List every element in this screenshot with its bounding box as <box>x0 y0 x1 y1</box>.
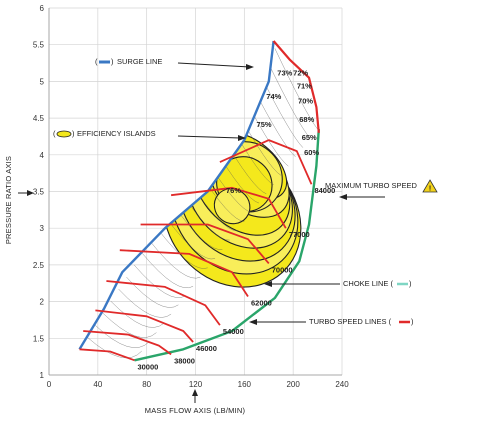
flow-contour <box>87 337 142 359</box>
axis-arrows <box>18 190 198 403</box>
efficiency-island-76 <box>213 188 251 225</box>
speed-line-38000 <box>83 330 172 356</box>
flow-contour <box>274 48 318 130</box>
flow-contour <box>118 288 172 318</box>
flow-contour <box>134 264 186 298</box>
x-axis-title: MASS FLOW AXIS (LB/MIN) <box>145 406 246 415</box>
efficiency-label-70: 70% <box>298 96 313 105</box>
y-tick-label: 3.5 <box>33 188 45 197</box>
x-tick-label: 160 <box>238 380 252 389</box>
efficiency-label-73: 73% <box>277 69 292 78</box>
flow-contour <box>102 313 157 338</box>
efficiency-label-65: 65% <box>302 133 317 142</box>
flow-contour <box>110 301 164 328</box>
y-tick-label: 4.5 <box>33 114 45 123</box>
x-tick-label: 80 <box>142 380 151 389</box>
eff-paren-open: ( <box>53 129 56 138</box>
speed-label-54000: 54000 <box>223 327 244 336</box>
y-tick-label: 2.5 <box>33 261 45 270</box>
speed-line-84000 <box>219 139 313 185</box>
efficiency-label-68: 68% <box>299 115 314 124</box>
turbo-speed-lines-annotation: TURBO SPEED LINES ( ) <box>249 317 414 326</box>
choke-line <box>134 129 320 362</box>
y-tick-label: 1.5 <box>33 334 45 343</box>
surge-paren-open: ( <box>95 57 98 66</box>
y-tick-label: 1 <box>40 371 45 380</box>
x-tick-label: 0 <box>47 380 52 389</box>
surge-arrowhead <box>246 64 254 70</box>
choke-arrowhead <box>264 281 272 287</box>
speed-label-70000: 70000 <box>272 265 293 274</box>
eff-paren-close: ) <box>72 129 75 138</box>
max-turbo-speed-annotation: MAXIMUM TURBO SPEED ! <box>325 179 438 200</box>
flow-contour <box>141 252 194 289</box>
speed-line-62000 <box>119 249 249 297</box>
speed-line-30000 <box>79 348 135 362</box>
y-tick-label: 6 <box>40 4 45 13</box>
eff-arrowhead <box>238 135 246 141</box>
surge-line-label: SURGE LINE <box>117 57 162 66</box>
surge-arrow <box>177 62 251 68</box>
x-tick-label: 200 <box>286 380 300 389</box>
x-tick-label: 120 <box>189 380 203 389</box>
speed-label-46000: 46000 <box>196 344 217 353</box>
efficiency-label-72: 72% <box>293 69 308 78</box>
eff-legend-swatch <box>56 130 72 138</box>
flow-contour <box>126 276 179 308</box>
speed-label-77000: 77000 <box>289 230 310 239</box>
speed-paren-close: ) <box>411 317 414 326</box>
y-tick-label: 4 <box>40 151 45 160</box>
warning-icon: ! <box>422 179 438 193</box>
flow-contour <box>157 228 208 269</box>
speed-line-54000 <box>106 280 221 326</box>
efficiency-label-74: 74% <box>266 92 281 101</box>
map-boundaries <box>78 40 320 362</box>
y-axis-title: PRESSURE RATIO AXIS <box>4 156 13 244</box>
efficiency-islands <box>162 132 302 288</box>
speed-label-38000: 38000 <box>174 356 195 365</box>
turbo-speed-lines-label: TURBO SPEED LINES ( <box>309 317 392 326</box>
y-tick-label: 3 <box>40 224 45 233</box>
speed-line-46000 <box>95 309 194 343</box>
x-axis-arrowhead <box>192 389 198 396</box>
choke-paren-close: ) <box>409 279 412 288</box>
max-speed-line <box>272 40 320 133</box>
x-tick-label: 240 <box>335 380 349 389</box>
efficiency-label-75: 75% <box>257 120 272 129</box>
efficiency-islands-label: EFFICIENCY ISLANDS <box>77 129 156 138</box>
svg-text:!: ! <box>429 186 431 193</box>
y-tick-label: 2 <box>40 298 45 307</box>
flow-contour <box>94 325 150 348</box>
choke-line-annotation: CHOKE LINE ( ) <box>264 279 412 288</box>
turbo-speed-lines <box>79 139 313 362</box>
axes: 0 40 80 120 160 200 240 1 1.5 2 2.5 3 3.5 4 4.5 5 5.5 6 <box>33 4 349 389</box>
speed-label-62000: 62000 <box>251 298 272 307</box>
speed-line-77000 <box>170 186 287 229</box>
y-tick-label: 5.5 <box>33 41 45 50</box>
x-tick-label: 40 <box>93 380 102 389</box>
y-tick-label: 5 <box>40 77 45 86</box>
annotations: MASS FLOW AXIS (LB/MIN) PRESSURE RATIO A… <box>4 57 438 415</box>
flow-contour <box>266 60 311 139</box>
speed-label-84000: 84000 <box>314 186 335 195</box>
choke-line-label: CHOKE LINE ( <box>343 279 394 288</box>
efficiency-label-76: 76% <box>226 186 241 195</box>
flow-contour <box>149 240 201 279</box>
efficiency-label-71: 71% <box>297 82 312 91</box>
eff-arrow <box>177 135 241 139</box>
surge-line <box>78 40 275 350</box>
y-axis-arrowhead <box>27 190 34 196</box>
efficiency-islands-annotation: ( ) EFFICIENCY ISLANDS <box>53 129 246 141</box>
speed-arrowhead <box>249 319 257 325</box>
max-speed-arrowhead <box>339 194 347 200</box>
speed-line-70000 <box>140 223 270 264</box>
efficiency-label-60: 60% <box>304 148 319 157</box>
speed-label-30000: 30000 <box>137 362 158 371</box>
surge-line-annotation: ( ) SURGE LINE <box>95 57 254 70</box>
flow-contour-lines <box>79 48 318 361</box>
max-turbo-speed-label: MAXIMUM TURBO SPEED <box>325 181 418 190</box>
surge-paren-close: ) <box>111 57 114 66</box>
